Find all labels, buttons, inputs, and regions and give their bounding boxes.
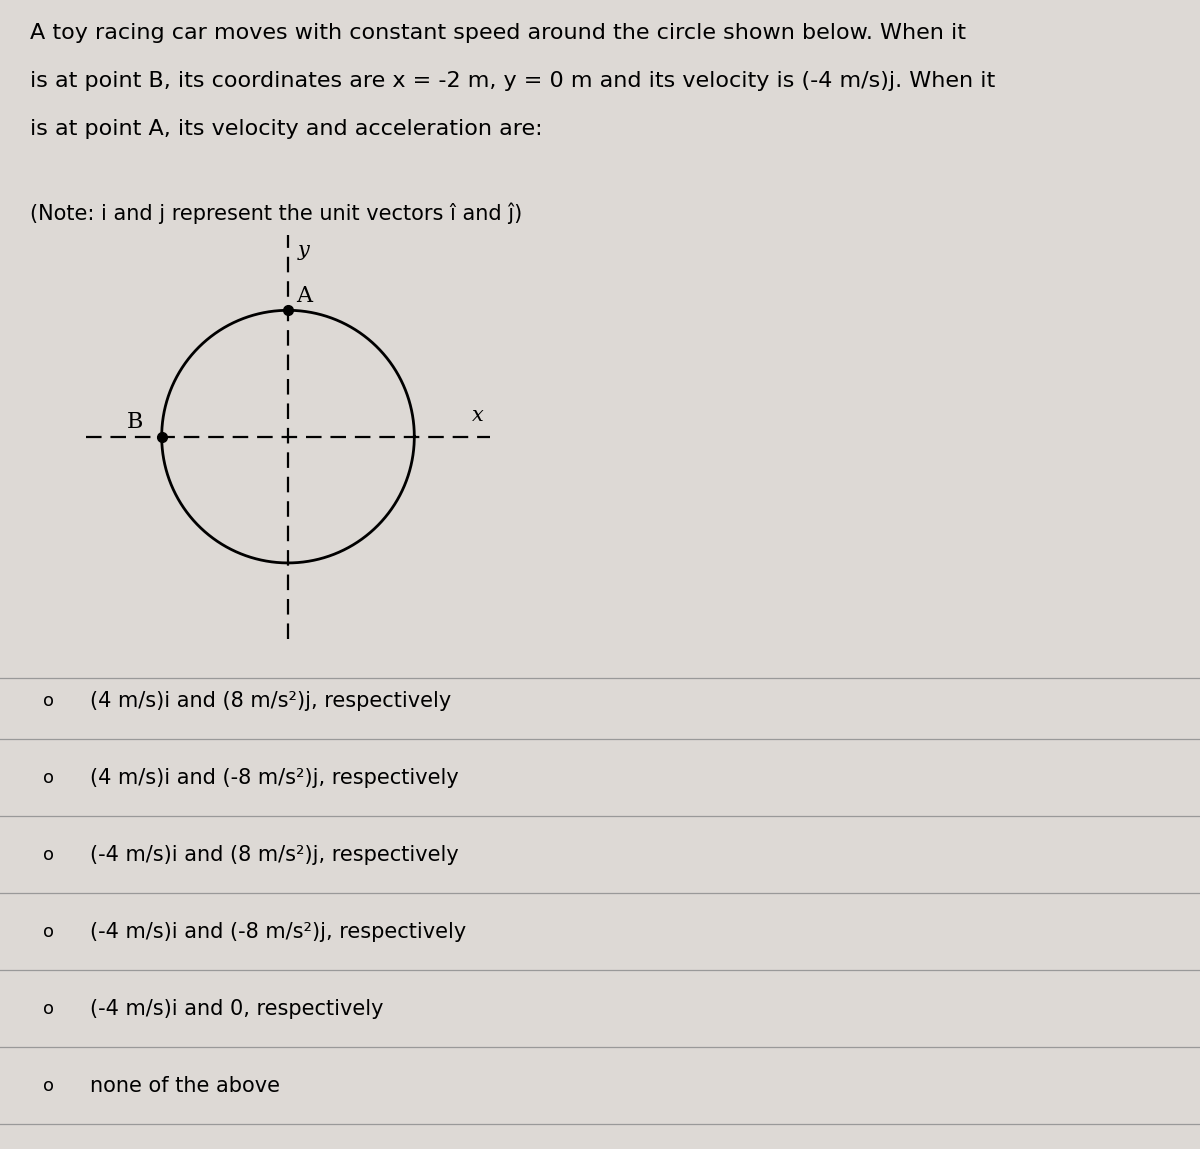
Text: o: o	[42, 1000, 54, 1018]
Text: o: o	[42, 769, 54, 787]
Text: (-4 m/s)i and 0, respectively: (-4 m/s)i and 0, respectively	[90, 998, 384, 1019]
Text: (Note: i and j represent the unit vectors î and ĵ): (Note: i and j represent the unit vector…	[30, 202, 522, 224]
Text: o: o	[42, 692, 54, 710]
Text: o: o	[42, 923, 54, 941]
Text: is at point B, its coordinates are x = -2 m, y = 0 m and its velocity is (-4 m/s: is at point B, its coordinates are x = -…	[30, 71, 995, 91]
Text: A toy racing car moves with constant speed around the circle shown below. When i: A toy racing car moves with constant spe…	[30, 23, 966, 43]
Text: (-4 m/s)i and (8 m/s²)j, respectively: (-4 m/s)i and (8 m/s²)j, respectively	[90, 845, 458, 865]
Text: (-4 m/s)i and (-8 m/s²)j, respectively: (-4 m/s)i and (-8 m/s²)j, respectively	[90, 921, 467, 942]
Text: y: y	[298, 241, 310, 260]
Text: A: A	[296, 285, 312, 307]
Text: x: x	[472, 407, 484, 425]
Text: none of the above: none of the above	[90, 1075, 280, 1096]
Text: (4 m/s)i and (8 m/s²)j, respectively: (4 m/s)i and (8 m/s²)j, respectively	[90, 691, 451, 711]
Text: o: o	[42, 1077, 54, 1095]
Text: (4 m/s)i and (-8 m/s²)j, respectively: (4 m/s)i and (-8 m/s²)j, respectively	[90, 768, 458, 788]
Text: o: o	[42, 846, 54, 864]
Text: B: B	[127, 411, 143, 433]
Text: is at point A, its velocity and acceleration are:: is at point A, its velocity and accelera…	[30, 119, 542, 139]
